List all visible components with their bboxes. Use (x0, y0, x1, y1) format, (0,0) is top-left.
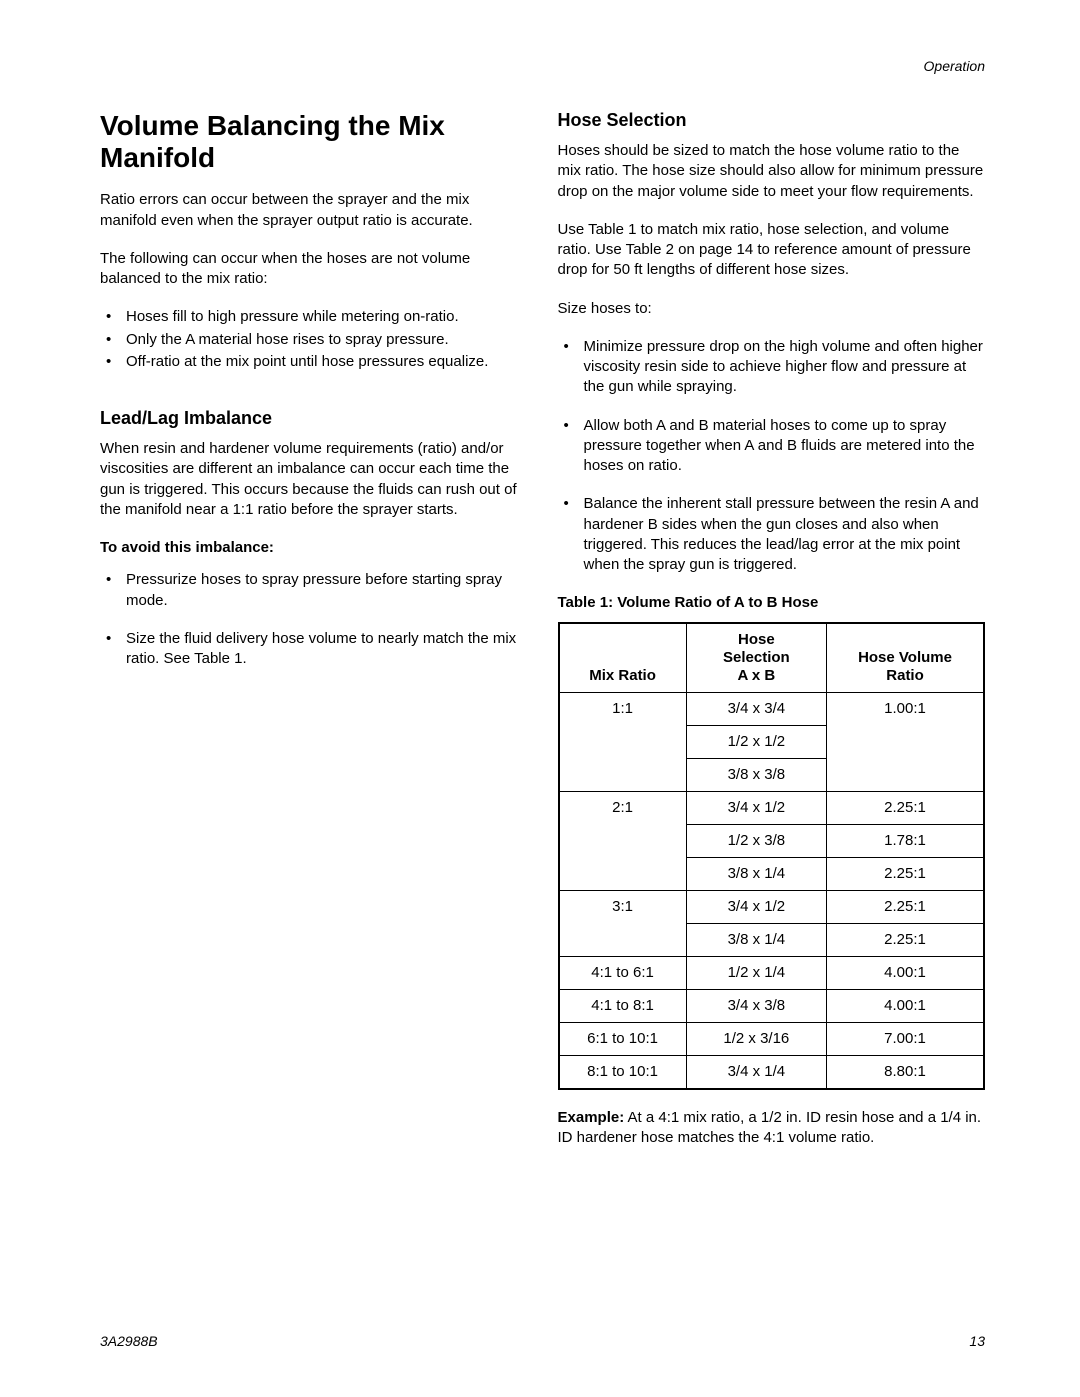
table-header: HoseSelectionA x B (686, 623, 826, 693)
example-label: Example: (558, 1109, 625, 1126)
table-cell: 1.00:1 (827, 692, 984, 791)
table-cell: 4.00:1 (827, 956, 984, 989)
volume-ratio-table: Mix Ratio HoseSelectionA x B Hose Volume… (558, 622, 986, 1090)
right-column: Hose Selection Hoses should be sized to … (558, 110, 986, 1166)
table-cell: 6:1 to 10:1 (559, 1022, 687, 1055)
table-cell: 3/4 x 3/8 (686, 989, 826, 1022)
table-cell: 8:1 to 10:1 (559, 1055, 687, 1089)
table-cell: 1/2 x 3/16 (686, 1022, 826, 1055)
list-item: Allow both A and B material hoses to com… (584, 416, 986, 477)
table-cell: 4:1 to 8:1 (559, 989, 687, 1022)
list-item: Minimize pressure drop on the high volum… (584, 337, 986, 398)
table-cell: 2.25:1 (827, 890, 984, 923)
intro-para-2: The following can occur when the hoses a… (100, 249, 528, 290)
hose-para-3: Size hoses to: (558, 299, 986, 319)
table-cell: 4:1 to 6:1 (559, 956, 687, 989)
table-cell: 3/4 x 1/2 (686, 791, 826, 824)
table-cell: 8.80:1 (827, 1055, 984, 1089)
avoid-label: To avoid this imbalance: (100, 538, 528, 558)
table-cell: 7.00:1 (827, 1022, 984, 1055)
section-header: Operation (924, 58, 985, 74)
table-cell: 1.78:1 (827, 824, 984, 857)
leadlag-heading: Lead/Lag Imbalance (100, 408, 528, 429)
table-cell: 1/2 x 3/8 (686, 824, 826, 857)
left-column: Volume Balancing the Mix Manifold Ratio … (100, 110, 528, 1166)
table-cell: 3/8 x 1/4 (686, 923, 826, 956)
doc-number: 3A2988B (100, 1333, 158, 1349)
list-item: Pressurize hoses to spray pressure befor… (126, 570, 528, 611)
table-header: Hose VolumeRatio (827, 623, 984, 693)
table-cell: 3:1 (559, 890, 687, 956)
table-cell: 2.25:1 (827, 923, 984, 956)
example-para: Example: At a 4:1 mix ratio, a 1/2 in. I… (558, 1108, 986, 1149)
hose-para-2: Use Table 1 to match mix ratio, hose sel… (558, 220, 986, 281)
list-item: Off-ratio at the mix point until hose pr… (126, 352, 528, 372)
table-cell: 3/4 x 1/4 (686, 1055, 826, 1089)
hose-heading: Hose Selection (558, 110, 986, 131)
table-title: Table 1: Volume Ratio of A to B Hose (558, 593, 986, 613)
table-cell: 2.25:1 (827, 791, 984, 824)
list-item: Hoses fill to high pressure while meteri… (126, 307, 528, 327)
size-hoses-list: Minimize pressure drop on the high volum… (558, 337, 986, 576)
table-cell: 3/4 x 3/4 (686, 692, 826, 725)
table-cell: 1:1 (559, 692, 687, 791)
content-columns: Volume Balancing the Mix Manifold Ratio … (100, 110, 985, 1166)
leadlag-para: When resin and hardener volume requireme… (100, 439, 528, 520)
hose-para-1: Hoses should be sized to match the hose … (558, 141, 986, 202)
table-cell: 3/4 x 1/2 (686, 890, 826, 923)
table-cell: 1/2 x 1/2 (686, 725, 826, 758)
table-cell: 1/2 x 1/4 (686, 956, 826, 989)
table-cell: 3/8 x 1/4 (686, 857, 826, 890)
table-cell: 2.25:1 (827, 857, 984, 890)
table-cell: 2:1 (559, 791, 687, 890)
avoid-list: Pressurize hoses to spray pressure befor… (100, 570, 528, 669)
list-item: Balance the inherent stall pressure betw… (584, 494, 986, 575)
list-item: Only the A material hose rises to spray … (126, 330, 528, 350)
table-cell: 4.00:1 (827, 989, 984, 1022)
intro-para-1: Ratio errors can occur between the spray… (100, 190, 528, 231)
table-cell: 3/8 x 3/8 (686, 758, 826, 791)
issues-list: Hoses fill to high pressure while meteri… (100, 307, 528, 372)
table-header: Mix Ratio (559, 623, 687, 693)
page-footer: 3A2988B 13 (100, 1333, 985, 1349)
page-number: 13 (969, 1333, 985, 1349)
list-item: Size the fluid delivery hose volume to n… (126, 629, 528, 670)
page-title: Volume Balancing the Mix Manifold (100, 110, 528, 174)
